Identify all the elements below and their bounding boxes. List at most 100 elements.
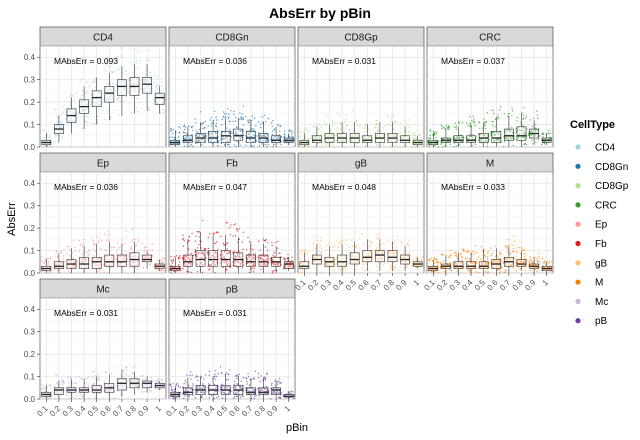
jitter-point [195,235,197,237]
jitter-point [96,122,99,125]
jitter-point [473,118,475,120]
jitter-point [97,270,99,272]
jitter-point [105,70,107,72]
jitter-point [356,124,358,127]
jitter-point [98,115,100,118]
jitter-point [213,110,216,113]
jitter-point [469,125,471,128]
jitter-point [163,258,165,260]
jitter-point [453,252,455,254]
jitter-point [95,250,97,252]
jitter-point [228,113,230,116]
jitter-point [479,127,481,129]
jitter-point [99,95,102,97]
jitter-point [483,255,486,257]
jitter-point [184,126,187,128]
jitter-point [113,58,115,61]
jitter-point [81,95,83,97]
jitter-point [346,239,348,241]
jitter-point [478,121,481,123]
jitter-point [191,232,193,235]
jitter-point [128,103,131,105]
jitter-point [192,145,194,148]
jitter-point [455,126,457,129]
jitter-point [228,129,231,131]
jitter-point [60,126,62,128]
jitter-point [331,119,334,121]
jitter-point [325,245,328,247]
jitter-point [504,269,506,272]
jitter-point [54,109,56,111]
jitter-point [92,240,94,242]
jitter-point [144,80,146,82]
jitter-point [131,64,133,66]
jitter-point [390,265,392,268]
jitter-point [381,243,384,245]
jitter-point [283,130,286,132]
jitter-point [135,67,137,69]
jitter-point [524,143,526,145]
jitter-point [375,233,377,235]
jitter-point [170,130,172,132]
jitter-point [106,238,109,240]
jitter-point [374,131,377,134]
jitter-point [522,114,525,117]
jitter-point [103,233,106,235]
jitter-point [370,242,372,244]
jitter-point [46,132,48,134]
jitter-point [117,242,119,244]
jitter-point [155,87,158,89]
jitter-point [393,121,395,123]
facet-strip-label: CD8Gp [344,33,378,44]
jitter-point [288,136,291,138]
jitter-point [71,94,74,97]
jitter-point [499,109,501,111]
jitter-point [115,84,118,87]
jitter-point [95,95,98,98]
jitter-point [124,80,126,82]
jitter-point [48,135,51,137]
jitter-point [320,245,322,247]
y-axis-ticks: 0.00.10.20.30.4 [24,53,40,152]
jitter-point [487,250,489,253]
jitter-point [342,131,345,133]
jitter-point [484,256,487,258]
jitter-point [420,138,422,140]
jitter-point [246,249,248,251]
jitter-point [440,143,443,145]
jitter-point [325,143,328,146]
jitter-point [155,85,157,88]
jitter-point [315,253,317,255]
jitter-point [54,134,56,136]
jitter-point [160,269,162,272]
jitter-point [272,254,274,256]
jitter-point [406,266,408,268]
jitter-point [42,129,44,132]
jitter-point [61,105,63,107]
jitter-point [149,75,152,77]
jitter-point [62,111,64,114]
jitter-point [498,269,500,271]
box-iqr [104,254,115,267]
jitter-point [80,78,83,81]
facet-strip-label: M [486,159,494,170]
box-iqr [362,250,373,263]
jitter-point [107,239,110,242]
jitter-point [80,102,82,104]
jitter-point [71,112,73,115]
jitter-point [60,120,62,123]
jitter-point [55,132,57,134]
jitter-point [117,87,120,90]
jitter-point [305,253,308,255]
jitter-point [230,224,232,226]
y-axis-title: AbsErr [6,202,18,236]
jitter-point [160,259,162,262]
jitter-point [109,245,112,247]
box-iqr [400,135,410,143]
jitter-point [151,84,153,86]
jitter-point [511,110,514,112]
jitter-point [543,261,546,264]
jitter-point [92,242,94,244]
jitter-point [301,270,303,272]
